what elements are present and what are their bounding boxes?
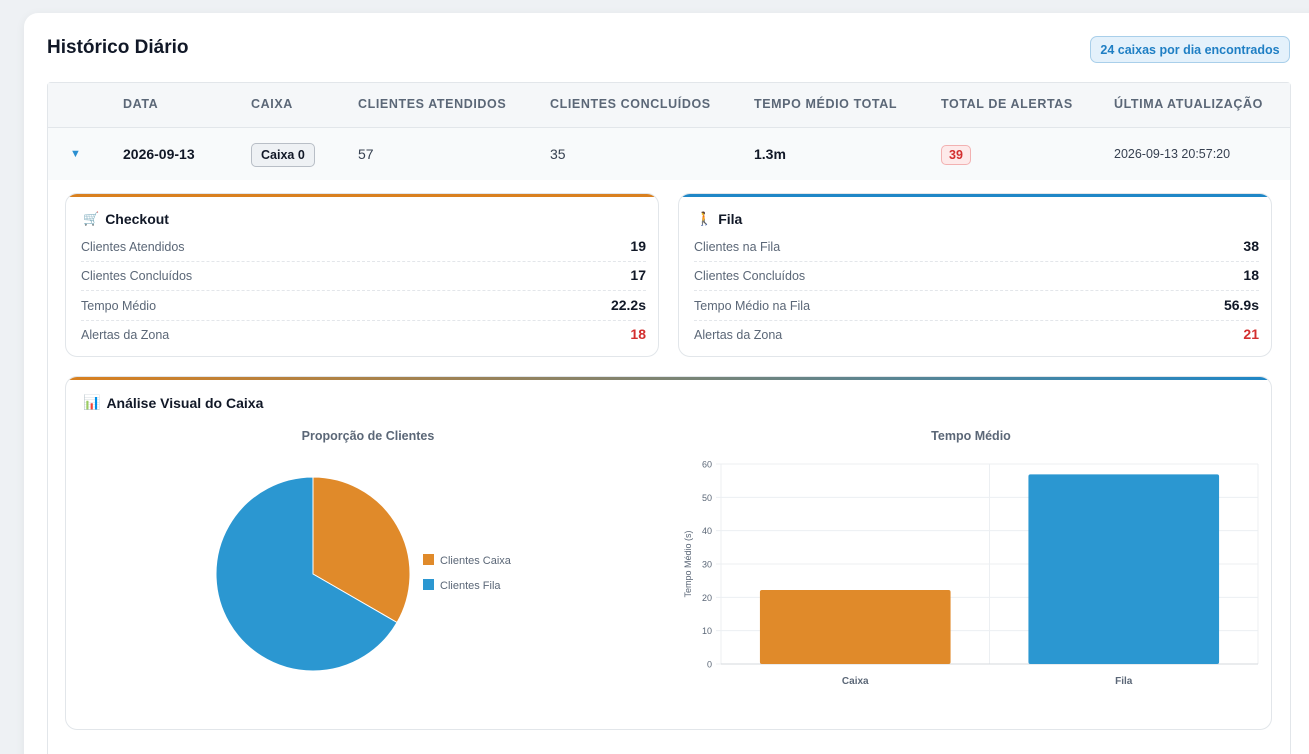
checkout-accent-bar [66, 194, 658, 197]
cart-icon: 🛒 [83, 211, 100, 226]
stat-value-alert: 21 [1243, 326, 1259, 342]
stat-row: Clientes Atendidos 19 [81, 233, 646, 262]
y-tick-label: 50 [702, 493, 712, 503]
stat-label: Alertas da Zona [81, 328, 170, 342]
column-header-total-alertas[interactable]: TOTAL DE ALERTAS [941, 97, 1073, 111]
bar-chart: 0 10 20 30 40 50 60 Caixa Fila Tempo Médio (s) [683, 460, 1259, 687]
row-ultima-atualizacao: 2026-09-13 20:57:20 [1114, 147, 1231, 161]
pie-slice-clientes-caixa[interactable] [312, 476, 411, 624]
fila-title-label: Fila [718, 211, 743, 227]
walking-person-icon: 🚶 [696, 211, 713, 226]
y-tick-label: 40 [702, 526, 712, 536]
row-total-alertas: 39 [941, 128, 971, 180]
legend-swatch [423, 579, 434, 590]
fila-accent-bar [679, 194, 1271, 197]
x-tick-label: Caixa [842, 676, 869, 687]
y-tick-label: 30 [702, 560, 712, 570]
column-header-clientes-atendidos[interactable]: CLIENTES ATENDIDOS [358, 97, 507, 111]
stat-label: Alertas da Zona [694, 328, 783, 342]
analysis-title: 📊 Análise Visual do Caixa [83, 394, 263, 411]
pie-slice-clientes-fila[interactable] [215, 476, 398, 672]
caixa-tag: Caixa 0 [251, 143, 315, 168]
stat-value: 18 [1243, 267, 1259, 283]
stat-row: Clientes Concluídos 18 [694, 262, 1259, 291]
analysis-title-label: Análise Visual do Caixa [106, 394, 264, 411]
stat-row: Alertas da Zona 18 [81, 321, 646, 350]
analysis-accent-bar [66, 377, 1271, 380]
fila-title: 🚶 Fila [696, 211, 742, 227]
table-row[interactable]: ▼ 2026-09-13 Caixa 0 57 35 1.3m 39 2026-… [48, 128, 1290, 180]
stat-value: 38 [1243, 238, 1259, 254]
y-tick-label: 20 [702, 593, 712, 603]
checkout-title: 🛒 Checkout [83, 211, 169, 227]
stat-label: Clientes Concluídos [694, 269, 806, 283]
checkout-zone-card: 🛒 Checkout Clientes Atendidos 19 Cliente… [65, 193, 659, 357]
row-caixa: Caixa 0 [251, 128, 315, 180]
stat-row: Alertas da Zona 21 [694, 321, 1259, 350]
legend-label[interactable]: Clientes Caixa [440, 555, 512, 567]
stat-label: Tempo Médio na Fila [694, 299, 811, 313]
legend-swatch [423, 554, 434, 565]
y-tick-label: 60 [702, 460, 712, 470]
x-tick-label: Fila [1115, 676, 1133, 687]
stat-row: Clientes na Fila 38 [694, 233, 1259, 262]
bar-caixa[interactable] [759, 590, 951, 664]
expand-toggle-icon[interactable]: ▼ [70, 148, 81, 160]
bar-fila[interactable] [1028, 474, 1220, 664]
y-axis-label: Tempo Médio (s) [683, 530, 693, 597]
stat-value: 22.2s [610, 297, 646, 313]
column-header-tempo-medio-total[interactable]: TEMPO MÉDIO TOTAL [754, 97, 898, 111]
legend-label[interactable]: Clientes Fila [440, 580, 501, 592]
page-title: Histórico Diário [47, 37, 189, 58]
row-clientes-atendidos: 57 [358, 146, 374, 162]
analysis-card: 📊 Análise Visual do Caixa Proporção de C… [65, 376, 1272, 730]
checkout-title-label: Checkout [105, 211, 169, 227]
bar-chart-title: Tempo Médio [931, 429, 1011, 443]
stat-label: Tempo Médio [81, 299, 157, 313]
stat-row: Tempo Médio 22.2s [81, 292, 646, 321]
stat-value: 56.9s [1223, 297, 1259, 313]
column-header-data[interactable]: DATA [123, 97, 159, 111]
table-header: DATA CAIXA CLIENTES ATENDIDOS CLIENTES C… [48, 83, 1290, 128]
fila-zone-card: 🚶 Fila Clientes na Fila 38 Clientes Conc… [678, 193, 1272, 357]
y-tick-label: 0 [707, 660, 712, 670]
stat-row: Tempo Médio na Fila 56.9s [694, 292, 1259, 321]
stat-value: 17 [630, 267, 646, 283]
stat-value-alert: 18 [630, 326, 646, 342]
column-header-clientes-concluidos[interactable]: CLIENTES CONCLUÍDOS [550, 97, 711, 111]
row-date: 2026-09-13 [123, 146, 195, 162]
stat-value: 19 [630, 238, 646, 254]
column-header-ultima-atualizacao[interactable]: ÚLTIMA ATUALIZAÇÃO [1114, 97, 1263, 111]
pie-chart: Clientes Caixa Clientes Fila [215, 476, 512, 672]
stat-row: Clientes Concluídos 17 [81, 262, 646, 291]
stat-label: Clientes Atendidos [81, 240, 185, 254]
count-badge: 24 caixas por dia encontrados [1090, 36, 1290, 63]
alert-count-badge: 39 [941, 145, 971, 166]
y-tick-label: 10 [702, 626, 712, 636]
row-clientes-concluidos: 35 [550, 146, 566, 162]
pie-chart-title: Proporção de Clientes [301, 429, 435, 443]
stat-label: Clientes na Fila [694, 240, 781, 254]
bar-chart-icon: 📊 [83, 394, 101, 410]
stat-label: Clientes Concluídos [81, 269, 193, 283]
column-header-caixa[interactable]: CAIXA [251, 97, 293, 111]
row-tempo-medio-total: 1.3m [754, 146, 786, 162]
